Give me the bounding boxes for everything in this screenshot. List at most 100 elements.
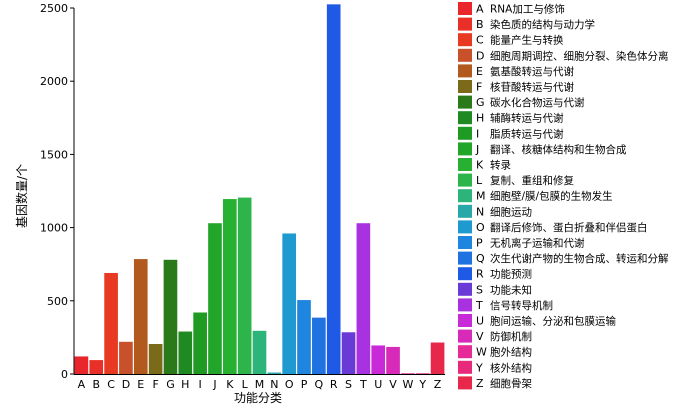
bar-S [341,332,356,374]
legend: A RNA加工与修饰 B 染色质的结构与动力学 C 能量产生与转换 D 细胞周期调控、细胞分裂… [458,2,669,390]
x-tick-label: U [374,378,382,391]
legend-item-I: I 脂质转运与代谢 [458,126,564,140]
legend-label: 碳水化合物运与代谢 [490,96,585,109]
legend-swatch [458,17,472,31]
axes-layer: 0 500 1000 1500 2000 2500 A B C D E F G H I J K L M N O P Q R S T… [40,2,445,391]
legend-code: G [476,96,485,109]
legend-label: 细胞壁/膜/包膜的生物发生 [490,190,613,203]
bar-Z [430,342,445,374]
legend-item-O: O 翻译后修饰、蛋白折叠和伴侣蛋白 [458,220,648,234]
legend-swatch [458,126,472,140]
legend-label: 细胞骨架 [490,377,532,390]
legend-swatch [458,2,472,15]
x-tick-label: S [345,378,352,391]
legend-label: 细胞运动 [490,205,532,218]
y-tick-label: 500 [47,295,68,308]
legend-label: 辅酶转运与代谢 [490,112,564,125]
bar-V [386,346,400,374]
bar-J [208,223,222,374]
legend-swatch [458,345,472,359]
legend-item-D: D 细胞周期调控、细胞分裂、染色体分离 [458,48,669,62]
bar-F [148,343,163,374]
legend-swatch [458,329,472,343]
x-tick-label: T [359,378,367,391]
legend-code: S [476,283,483,296]
legend-item-Q: Q 次生代谢产物的生物合成、转运和分解 [458,251,669,265]
legend-swatch [458,80,472,93]
legend-code: F [476,81,482,94]
legend-label: 转录 [490,159,511,172]
legend-code: R [476,268,484,281]
legend-label: 细胞周期调控、细胞分裂、染色体分离 [490,49,669,62]
x-tick-label: R [330,378,338,391]
legend-item-B: B 染色质的结构与动力学 [458,17,595,31]
x-tick-label: P [301,378,308,391]
y-tick-label: 0 [61,368,68,381]
x-tick-label: D [122,378,130,391]
legend-code: Y [475,361,483,374]
legend-code: A [476,3,484,16]
bar-O [282,233,296,374]
bar-A [74,356,89,374]
legend-swatch [458,142,472,156]
x-tick-label: M [255,378,265,391]
legend-code: U [476,315,484,328]
legend-label: 脂质转运与代谢 [490,127,564,140]
legend-item-M: M 细胞壁/膜/包膜的生物发生 [458,189,613,203]
legend-item-Z: Z 细胞骨架 [458,376,532,390]
x-tick-label: H [181,378,189,391]
bar-D [119,341,133,374]
legend-swatch [458,64,472,78]
legend-code: H [476,112,484,125]
legend-item-L: L 复制、重组和修复 [458,173,574,187]
legend-code: Q [476,252,485,265]
legend-code: I [476,127,479,140]
x-tick-label: W [402,378,413,391]
x-tick-label: Q [315,378,324,391]
legend-swatch [458,173,472,187]
legend-code: N [476,205,484,218]
legend-swatch [458,204,472,218]
legend-label: 功能预测 [490,268,532,281]
legend-item-K: K 转录 [458,158,511,172]
legend-item-S: S 功能未知 [458,282,532,296]
legend-swatch [458,376,472,390]
legend-label: 复制、重组和修复 [490,174,574,187]
legend-swatch [458,111,472,125]
bar-U [371,345,386,374]
legend-code: D [476,49,484,62]
legend-label: 信号转导机制 [490,299,553,312]
legend-swatch [458,298,472,312]
legend-item-J: J 翻译、核糖体结构和生物合成 [458,142,627,156]
bar-I [193,312,207,374]
legend-label: 染色质的结构与动力学 [490,18,595,31]
legend-code: Z [476,377,484,390]
legend-swatch [458,95,472,109]
x-tick-label: L [242,378,249,391]
x-tick-label: C [107,378,115,391]
x-tick-label: Z [434,378,442,391]
x-tick-label: Y [418,378,426,391]
legend-label: RNA加工与修饰 [490,3,565,16]
x-tick-label: E [137,378,144,391]
y-tick-label: 2000 [40,75,68,88]
legend-item-A: A RNA加工与修饰 [458,2,565,16]
bar-M [252,330,267,374]
bar-G [163,259,178,374]
bar-Y [415,373,430,375]
x-tick-label: G [166,378,175,391]
legend-swatch [458,360,472,374]
legend-swatch [458,282,472,296]
bar-Q [312,317,326,374]
legend-item-W: W 胞外结构 [458,345,532,359]
legend-label: 能量产生与转换 [490,34,564,47]
bar-N [267,372,282,374]
bar-K [222,199,237,374]
legend-label: 翻译、核糖体结构和生物合成 [490,143,627,156]
legend-code: P [476,237,483,250]
legend-swatch [458,251,472,265]
legend-item-C: C 能量产生与转换 [458,33,564,47]
bars-layer [74,4,445,375]
bar-W [401,373,415,375]
legend-label: 防御机制 [490,330,532,343]
